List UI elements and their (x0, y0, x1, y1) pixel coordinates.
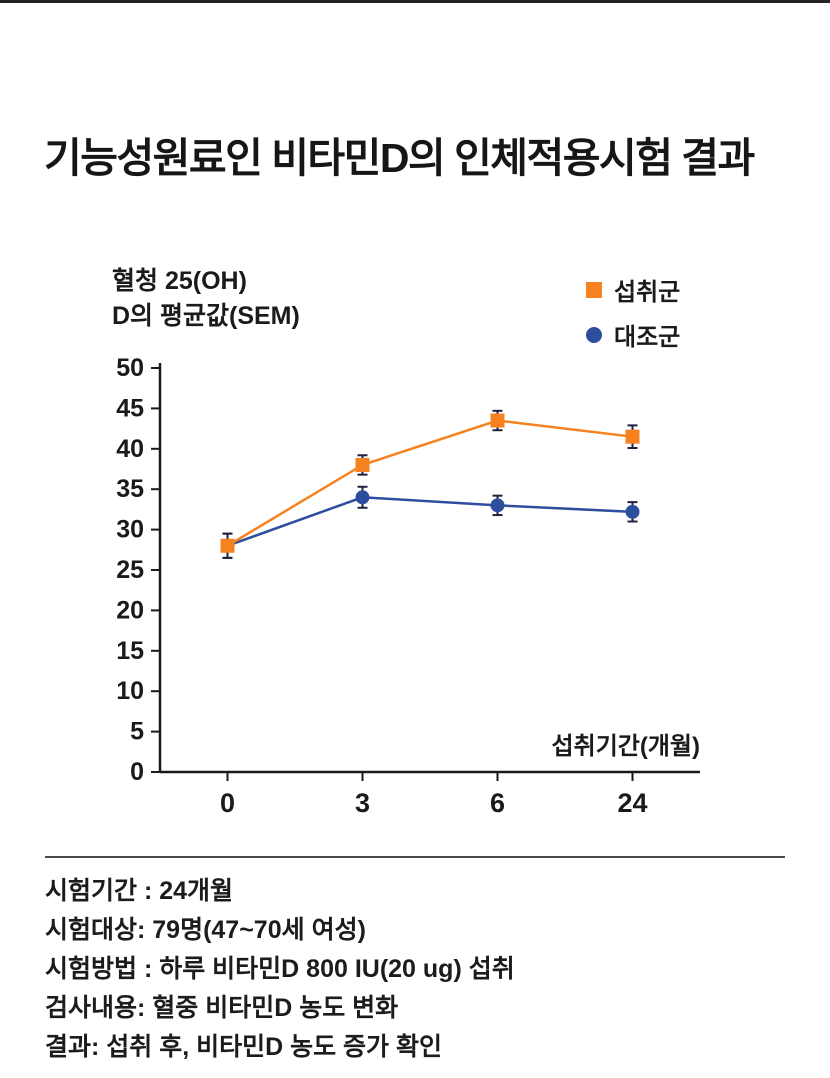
marker-circle (355, 490, 370, 505)
series-line (227, 496, 633, 547)
y-axis-title: 혈청 25(OH) D의 평균값(SEM) (112, 264, 300, 334)
summary-section: 시험기간 : 24개월 시험대상: 79명(47~70세 여성) 시험방법 : … (45, 872, 515, 1067)
legend-item-control-group: 대조군 (586, 317, 680, 352)
y-tick-label: 10 (116, 677, 144, 705)
square-marker-icon (586, 281, 602, 298)
top-border (0, 0, 830, 3)
y-tick-label: 45 (116, 394, 144, 422)
summary-line-test: 검사내용: 혈중 비타민D 농도 변화 (45, 994, 399, 1022)
marker-circle (490, 498, 505, 513)
legend-label-control: 대조군 (614, 324, 681, 351)
y-tick-label: 0 (130, 758, 144, 786)
page-title: 기능성원료인 비타민D의 인체적용시험 결과 (44, 135, 755, 181)
x-tick-label: 3 (355, 788, 370, 818)
y-tick-label: 50 (116, 354, 144, 382)
marker-square (490, 413, 505, 428)
legend-label-intake: 섭취군 (614, 279, 681, 306)
marker-square (355, 457, 370, 472)
summary-line-result: 결과: 섭취 후, 비타민D 농도 증가 확인 (45, 1033, 443, 1061)
marker-circle (625, 504, 640, 519)
y-tick-label: 40 (116, 435, 144, 463)
marker-square (220, 538, 235, 553)
series-1 (220, 485, 640, 559)
summary-line-period: 시험기간 : 24개월 (45, 877, 234, 905)
y-axis-title-line1: 혈청 25(OH) (112, 267, 247, 295)
x-tick-label: 24 (617, 788, 647, 818)
y-tick-label: 35 (116, 475, 144, 503)
divider (45, 856, 785, 858)
series-0 (220, 409, 640, 559)
legend-item-intake-group: 섭취군 (586, 272, 680, 307)
summary-line-subjects: 시험대상: 79명(47~70세 여성) (45, 916, 366, 944)
y-tick-label: 5 (130, 718, 144, 746)
circle-marker-icon (586, 326, 602, 343)
series-line (226, 419, 633, 547)
y-tick-label: 20 (116, 596, 144, 624)
y-axis-title-line2: D의 평균값(SEM) (112, 302, 300, 330)
x-tick-label: 0 (220, 788, 235, 818)
marker-square (625, 429, 640, 444)
x-tick-label: 6 (490, 788, 505, 818)
chart-legend: 섭취군 대조군 (586, 272, 680, 352)
y-tick-label: 15 (116, 637, 144, 665)
x-axis-label: 섭취기간(개월) (552, 733, 700, 760)
summary-line-method: 시험방법 : 하루 비타민D 800 IU(20 ug) 섭취 (45, 955, 515, 983)
y-tick-label: 25 (116, 556, 144, 584)
y-tick-label: 30 (116, 516, 144, 544)
